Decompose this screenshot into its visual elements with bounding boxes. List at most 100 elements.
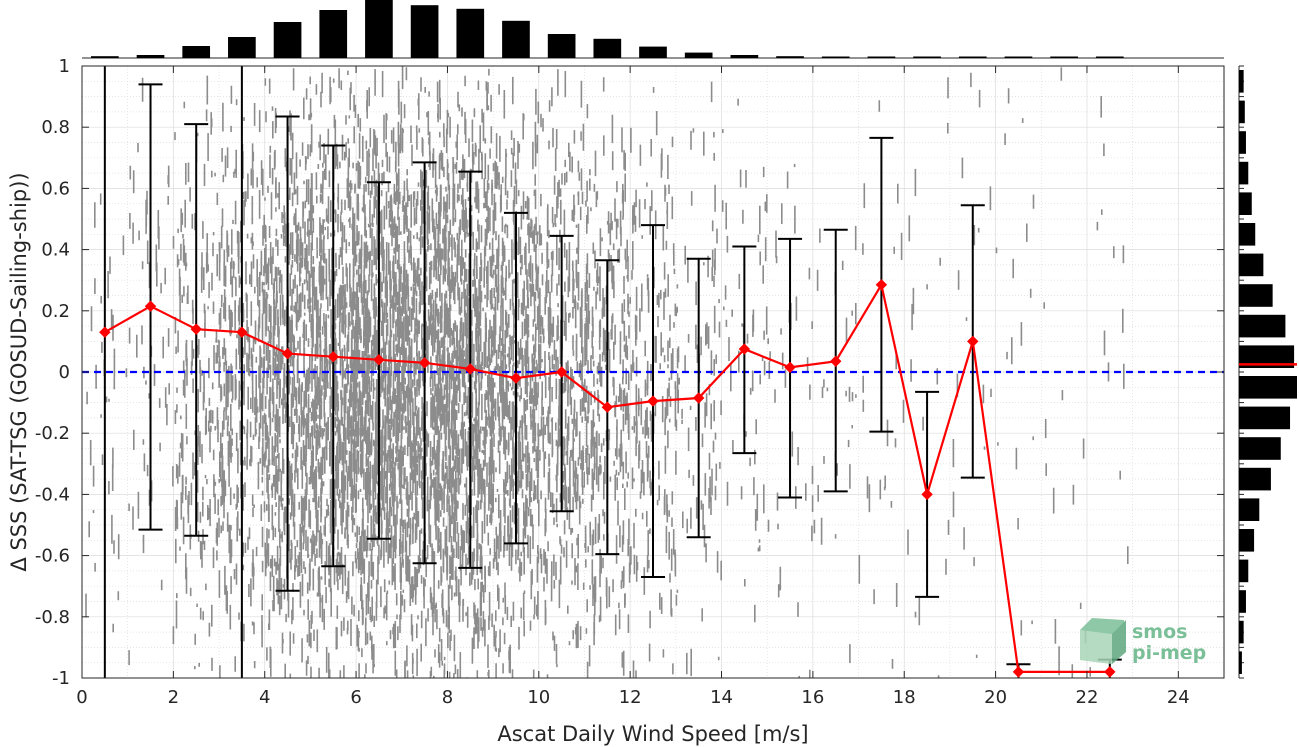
top-histogram [82, 0, 1224, 59]
y-axis-label: Δ SSS (SAT-TSG (GOSUD-Sailing-ship)) [7, 172, 31, 571]
logo-line1: smos [1132, 621, 1187, 643]
right-histogram-panel [1238, 65, 1297, 679]
right-histogram-bar [1239, 223, 1256, 246]
mean-marker [99, 326, 111, 338]
scatter-points [85, 66, 1129, 678]
top-histogram-bar [913, 56, 941, 58]
right-histogram-bar [1239, 161, 1249, 185]
logo-line2: pi-mep [1132, 642, 1206, 664]
mean-marker [1012, 666, 1025, 678]
x-tick-label: 2 [168, 687, 179, 708]
x-tick-label: 22 [1076, 687, 1099, 708]
mean-marker [236, 326, 248, 338]
right-histogram-bar [1239, 345, 1295, 368]
mean-marker [190, 323, 202, 335]
mean-marker [327, 350, 339, 363]
right-histogram-bar [1239, 437, 1281, 460]
x-tick-label: 10 [527, 687, 550, 708]
right-histogram-bar [1239, 192, 1252, 215]
top-histogram-bar [502, 20, 530, 58]
y-tick-label: -0.8 [35, 607, 70, 628]
x-tick-label: 8 [442, 687, 453, 708]
right-histogram-bar [1239, 651, 1242, 674]
right-histogram-bar [1239, 131, 1246, 154]
mean-marker [281, 347, 294, 360]
x-tick-label: 24 [1167, 687, 1190, 708]
mean-marker [144, 300, 157, 312]
top-histogram-bar [1004, 56, 1033, 58]
y-tick-label: 0 [59, 362, 70, 383]
right-histogram-bar [1239, 559, 1249, 583]
top-histogram-bar [730, 55, 759, 58]
x-tick-label: 4 [259, 687, 270, 708]
mean-marker [464, 363, 476, 375]
mean-marker [875, 279, 888, 291]
mean-marker [784, 361, 796, 374]
right-histogram-bar [1239, 100, 1245, 124]
mean-polyline [104, 281, 1110, 674]
right-histogram-bar [1239, 406, 1291, 430]
mean-marker [1104, 666, 1116, 678]
y-tick-label: 0.2 [41, 301, 70, 322]
mean-marker [967, 335, 979, 348]
y-axis-ticks: 1 0.8 0.6 0.4 0.2 0 -0.2 -0.4 -0.6 -0.8 -1 [35, 56, 1224, 689]
y-tick-label: 0.4 [41, 240, 70, 261]
x-tick-label: 18 [893, 687, 916, 708]
y-tick-label: -0.4 [35, 484, 70, 505]
x-tick-label: 14 [710, 687, 733, 708]
top-histogram-bar [593, 38, 622, 58]
top-histogram-bar [365, 0, 393, 58]
top-histogram-bar [958, 56, 987, 58]
top-histogram-bar [684, 52, 713, 58]
right-histogram-bar [1239, 590, 1246, 613]
y-tick-label: 0.8 [41, 117, 70, 138]
mean-marker [738, 343, 751, 355]
mean-marker [921, 488, 933, 501]
mean-line [99, 279, 1116, 678]
mean-marker [555, 366, 568, 378]
right-histogram-bar [1239, 498, 1260, 521]
top-histogram-bar [776, 56, 804, 58]
x-tick-label: 12 [619, 687, 642, 708]
right-histogram-bar [1239, 620, 1244, 644]
scatter-cloud [85, 66, 1129, 678]
top-histogram-bar [182, 46, 211, 58]
right-histogram-bar [1239, 467, 1271, 491]
mean-marker [601, 401, 614, 413]
x-tick-label: 0 [76, 687, 87, 708]
x-axis-ticks: 0 2 4 6 8 10 12 14 16 18 20 22 24 [76, 66, 1190, 708]
top-histogram-bar [547, 34, 576, 58]
top-histogram-bar [273, 22, 302, 58]
smos-pi-mep-logo: smos pi-mep [1080, 618, 1206, 664]
x-tick-label: 16 [801, 687, 824, 708]
mean-marker [373, 354, 385, 366]
y-tick-label: -0.2 [35, 423, 70, 444]
right-histogram-bar [1239, 284, 1273, 307]
x-tick-label: 20 [984, 687, 1007, 708]
x-axis-label: Ascat Daily Wind Speed [m/s] [497, 722, 808, 746]
right-histogram-bar [1239, 314, 1286, 338]
top-histogram-bar [410, 5, 439, 58]
logo-cube-icon [1080, 618, 1126, 664]
top-histogram-bar [456, 8, 485, 59]
top-histogram-bar [1050, 56, 1078, 58]
top-histogram-bar [228, 37, 256, 58]
top-histogram-bar [91, 56, 119, 58]
top-histogram-bar [639, 46, 667, 58]
mean-marker [692, 392, 705, 404]
y-tick-label: 1 [59, 56, 70, 77]
mean-marker [418, 357, 431, 369]
y-tick-label: 0.6 [41, 178, 70, 199]
top-histogram-bar [136, 55, 165, 58]
right-histogram-bar [1239, 70, 1244, 93]
top-histogram-bar [319, 10, 348, 58]
top-histogram-bar [821, 56, 850, 58]
right-histogram-bar [1239, 376, 1297, 399]
x-tick-label: 6 [350, 687, 361, 708]
right-histogram-bar [1239, 529, 1255, 552]
right-histogram-bar [1239, 253, 1264, 277]
y-tick-label: -1 [52, 668, 70, 689]
top-histogram-bar [867, 56, 896, 58]
mean-marker [510, 372, 522, 384]
